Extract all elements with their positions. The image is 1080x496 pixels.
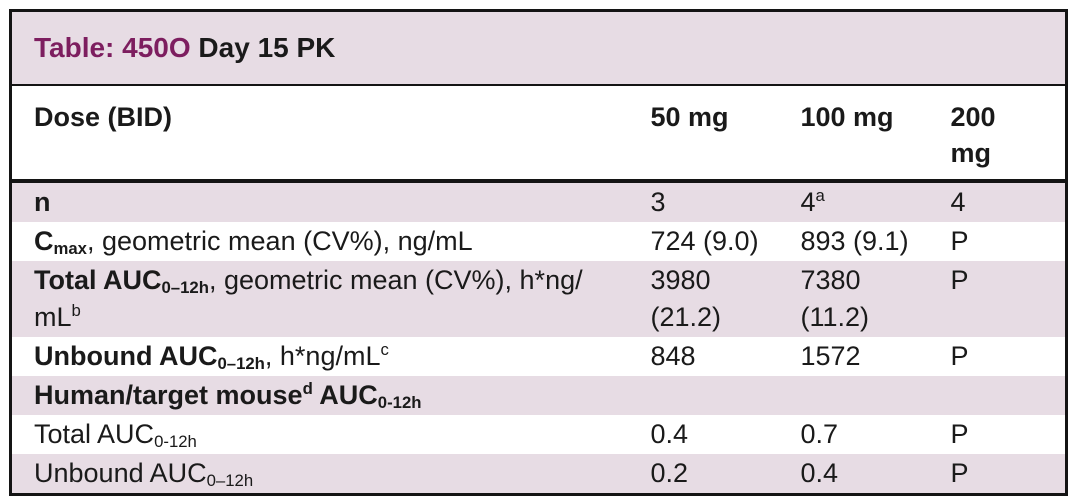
row-label: Total AUC0-12h (10, 414, 651, 454)
table-row-total-auc-ratio: Total AUC0-12h 0.4 0.7 P (10, 414, 1067, 454)
table-row-unbound-auc: Unbound AUC0–12h, h*ng/mLc 848 1572 P (10, 336, 1067, 376)
value-cell: 4a (800, 180, 951, 222)
column-header-100mg: 100 mg (800, 84, 951, 183)
column-header-dose: Dose (BID) (10, 84, 651, 183)
value-cell (650, 375, 801, 415)
value-cell: P (950, 260, 1067, 337)
table-title: Table: 450O Day 15 PK (10, 10, 1067, 86)
table-row-cmax: Cmax, geometric mean (CV%), ng/mL 724 (9… (10, 221, 1067, 261)
table-row-total-auc: Total AUC0–12h, geometric mean (CV%), h*… (10, 260, 1067, 337)
value-cell (950, 375, 1067, 415)
column-header-200mg: 200 mg (950, 84, 1067, 183)
value-cell: 1572 (800, 336, 951, 376)
table-title-text: Day 15 PK (190, 31, 336, 63)
value-cell: P (950, 453, 1067, 494)
value-cell: 3980 (21.2) (650, 260, 801, 337)
value-cell: 3 (650, 180, 801, 222)
column-header-50mg: 50 mg (650, 84, 801, 183)
value-cell: P (950, 336, 1067, 376)
value-cell (800, 375, 951, 415)
table-row-unbound-auc-ratio: Unbound AUC0–12h 0.2 0.4 P (10, 453, 1067, 494)
value-cell: 893 (9.1) (800, 221, 951, 261)
table-row-n: n 3 4a 4 (10, 180, 1067, 222)
row-label: Human/target moused AUC0-12h (10, 375, 651, 415)
value-cell: 0.4 (650, 414, 801, 454)
pk-data-table: Table: 450O Day 15 PK Dose (BID) 50 mg 1… (9, 9, 1069, 496)
value-cell: P (950, 414, 1067, 454)
value-cell: 848 (650, 336, 801, 376)
row-label: Cmax, geometric mean (CV%), ng/mL (10, 221, 651, 261)
row-label: Total AUC0–12h, geometric mean (CV%), h*… (10, 260, 651, 337)
table-title-row: Table: 450O Day 15 PK (10, 10, 1067, 86)
value-cell: 724 (9.0) (650, 221, 801, 261)
value-cell: 4 (950, 180, 1067, 222)
value-cell: 7380 (11.2) (800, 260, 951, 337)
row-label: n (10, 180, 651, 222)
value-cell: 0.4 (800, 453, 951, 494)
table-header-row: Dose (BID) 50 mg 100 mg 200 mg (10, 84, 1067, 183)
row-label: Unbound AUC0–12h, h*ng/mLc (10, 336, 651, 376)
value-cell: P (950, 221, 1067, 261)
row-label: Unbound AUC0–12h (10, 453, 651, 494)
value-cell: 0.2 (650, 453, 801, 494)
table-row-human-target-mouse: Human/target moused AUC0-12h (10, 375, 1067, 415)
value-cell: 0.7 (800, 414, 951, 454)
table-title-abstract-id: Table: 450O (34, 31, 191, 63)
